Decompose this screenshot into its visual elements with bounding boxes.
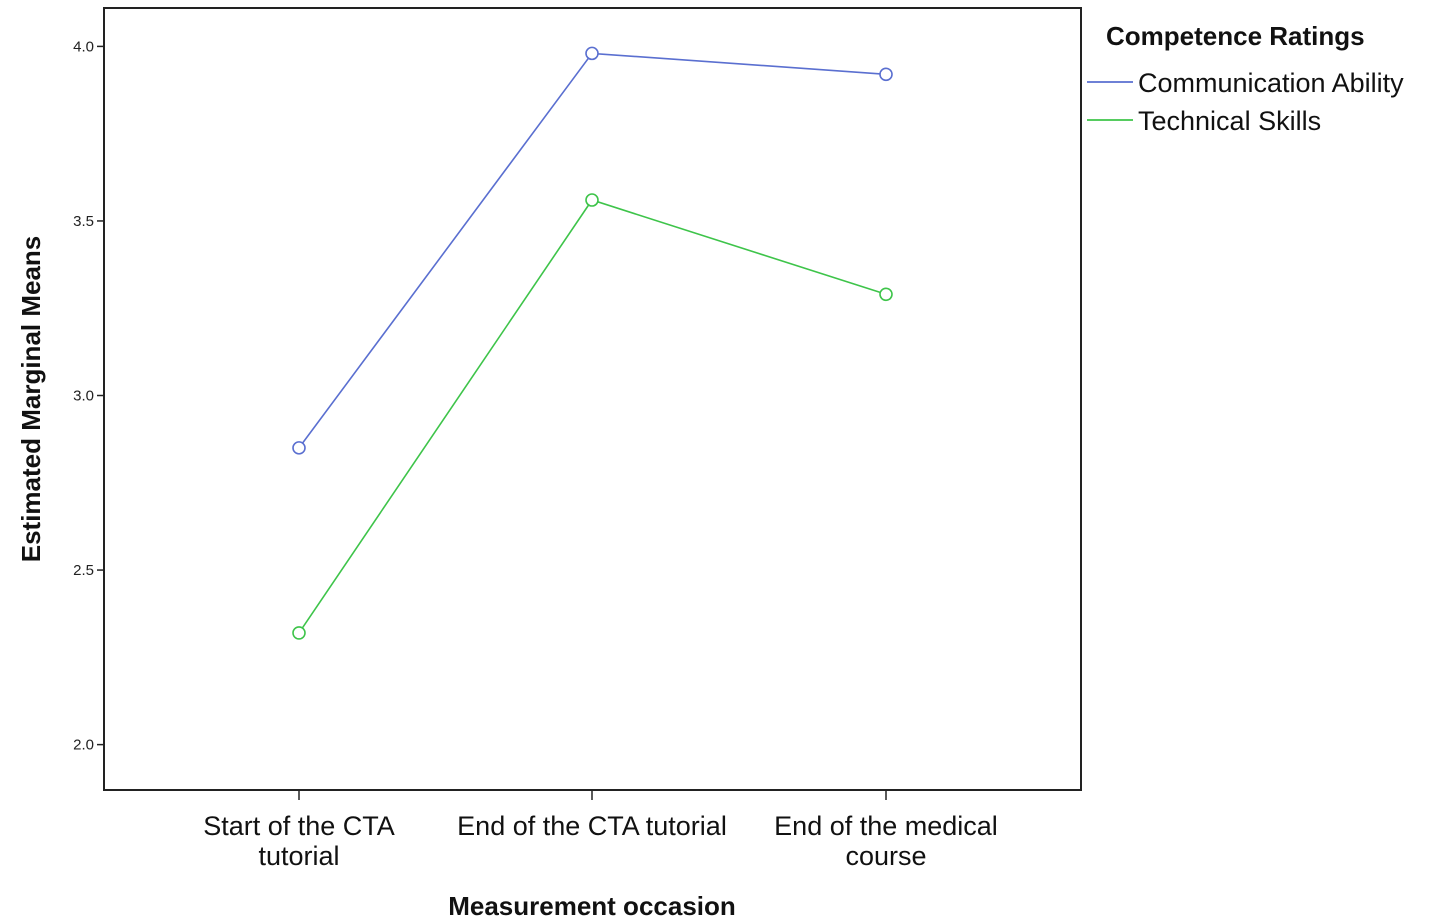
data-point (292, 441, 306, 455)
data-point (292, 626, 306, 640)
legend-title: Competence Ratings (1106, 21, 1365, 51)
y-axis-title: Estimated Marginal Means (16, 236, 46, 563)
x-tick-label: Start of the CTA (203, 811, 395, 841)
x-tick-label: course (845, 841, 926, 871)
y-tick-label: 2.0 (73, 737, 94, 754)
data-point (585, 46, 599, 61)
data-point (585, 193, 599, 207)
series-line (298, 52, 887, 449)
plot-frame (103, 7, 1082, 791)
legend: Competence Ratings Communication Ability… (1087, 21, 1404, 136)
y-tick-label: 3.0 (73, 388, 94, 405)
x-axis-title: Measurement occasion (448, 891, 736, 921)
legend-label: Technical Skills (1138, 106, 1321, 136)
legend-label: Communication Ability (1138, 68, 1404, 98)
x-tick-label: tutorial (258, 841, 339, 871)
data-point (879, 67, 893, 82)
data-point (879, 287, 893, 302)
x-tick-label: End of the CTA tutorial (457, 811, 727, 841)
series-line (298, 199, 887, 634)
y-tick-label: 3.5 (73, 213, 94, 230)
y-tick-label: 4.0 (73, 38, 94, 55)
y-axis: 2.0 2.5 3.0 3.5 4.0 (73, 38, 104, 754)
series-layer (292, 46, 893, 640)
y-tick-label: 2.5 (73, 562, 94, 579)
x-tick-label: End of the medical (774, 811, 998, 841)
